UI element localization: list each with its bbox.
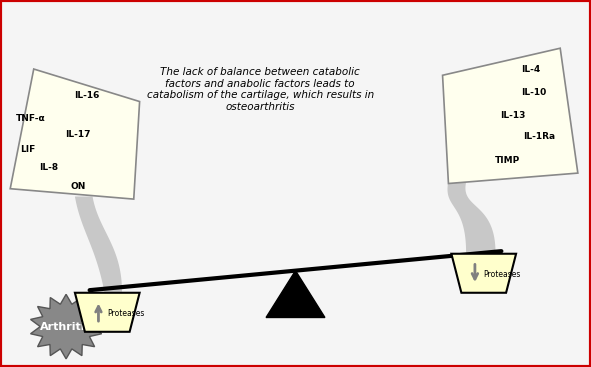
Text: IL-10: IL-10 <box>521 88 546 97</box>
Text: TIMP: TIMP <box>495 156 520 164</box>
Text: The lack of balance between catabolic
factors and anabolic factors leads to
cata: The lack of balance between catabolic fa… <box>147 67 374 112</box>
Text: IL-13: IL-13 <box>501 111 526 120</box>
Polygon shape <box>452 254 516 293</box>
Text: IL-8: IL-8 <box>39 163 58 172</box>
Text: IL-16: IL-16 <box>74 91 99 99</box>
Polygon shape <box>31 294 102 359</box>
Polygon shape <box>447 181 495 253</box>
Text: LIF: LIF <box>20 145 35 154</box>
Text: Proteases: Proteases <box>108 309 145 318</box>
Text: ON: ON <box>70 182 86 190</box>
Polygon shape <box>75 293 139 332</box>
Text: IL-4: IL-4 <box>521 65 540 73</box>
Text: Proteases: Proteases <box>483 270 521 279</box>
Polygon shape <box>75 196 122 292</box>
Polygon shape <box>443 48 578 184</box>
Text: TNF-α: TNF-α <box>16 114 46 123</box>
Text: IL-17: IL-17 <box>65 130 90 139</box>
Text: Arthritis: Arthritis <box>40 321 92 332</box>
Polygon shape <box>266 270 325 317</box>
Polygon shape <box>10 69 139 199</box>
Text: IL-1Ra: IL-1Ra <box>524 132 556 141</box>
